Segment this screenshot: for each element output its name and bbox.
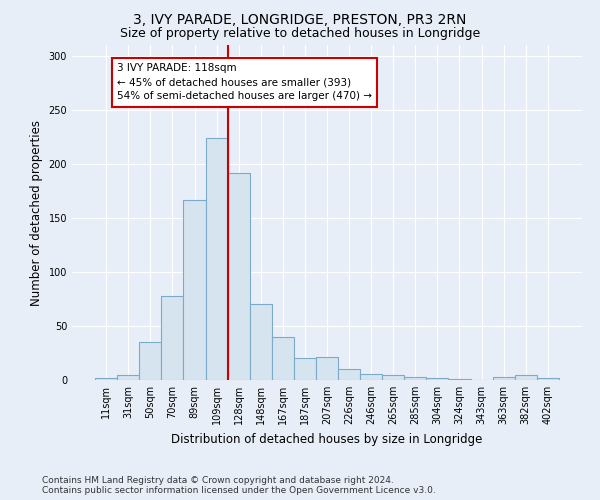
Bar bbox=[117, 374, 139, 380]
Y-axis label: Number of detached properties: Number of detached properties bbox=[30, 120, 43, 306]
Bar bbox=[404, 377, 427, 380]
Bar bbox=[294, 358, 316, 380]
Bar bbox=[338, 369, 360, 380]
Bar bbox=[206, 138, 227, 380]
Bar bbox=[272, 337, 294, 380]
Text: Size of property relative to detached houses in Longridge: Size of property relative to detached ho… bbox=[120, 28, 480, 40]
Bar bbox=[250, 304, 272, 380]
Bar bbox=[493, 377, 515, 380]
Bar bbox=[515, 374, 537, 380]
Text: 3, IVY PARADE, LONGRIDGE, PRESTON, PR3 2RN: 3, IVY PARADE, LONGRIDGE, PRESTON, PR3 2… bbox=[133, 12, 467, 26]
Bar bbox=[95, 378, 117, 380]
Bar bbox=[382, 374, 404, 380]
Bar bbox=[161, 296, 184, 380]
Bar bbox=[427, 378, 448, 380]
Bar bbox=[360, 374, 382, 380]
Bar bbox=[537, 378, 559, 380]
X-axis label: Distribution of detached houses by size in Longridge: Distribution of detached houses by size … bbox=[172, 432, 482, 446]
Text: Contains HM Land Registry data © Crown copyright and database right 2024.
Contai: Contains HM Land Registry data © Crown c… bbox=[42, 476, 436, 495]
Text: 3 IVY PARADE: 118sqm
← 45% of detached houses are smaller (393)
54% of semi-deta: 3 IVY PARADE: 118sqm ← 45% of detached h… bbox=[117, 64, 372, 102]
Bar bbox=[139, 342, 161, 380]
Bar bbox=[227, 172, 250, 380]
Bar bbox=[184, 200, 206, 380]
Bar bbox=[448, 379, 470, 380]
Bar bbox=[316, 358, 338, 380]
